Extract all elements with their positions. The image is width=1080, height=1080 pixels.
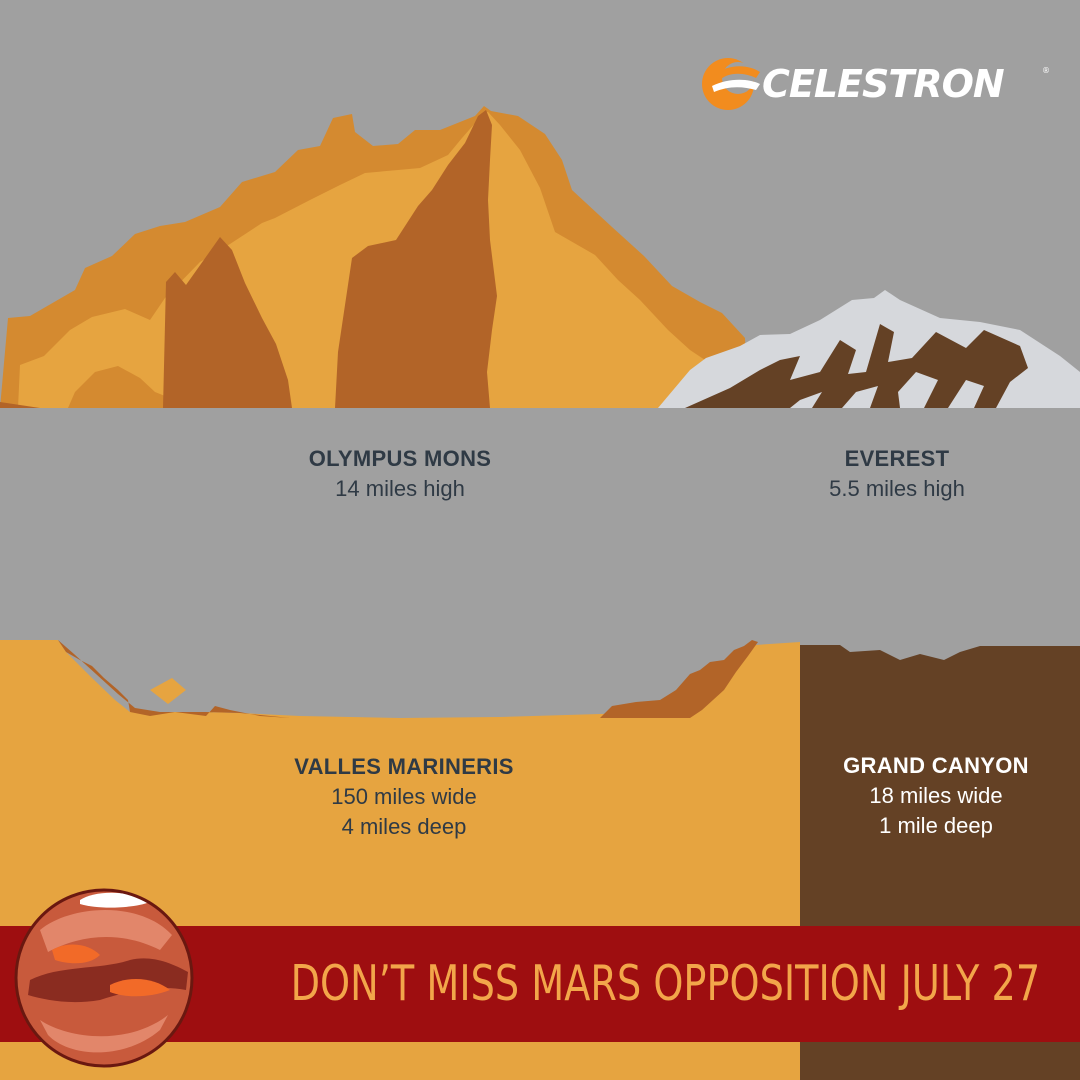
grand-canyon-title: GRAND CANYON — [843, 753, 1029, 778]
grand-canyon-depth: 1 mile deep — [879, 813, 993, 838]
celestron-logo[interactable]: CELESTRON ® — [700, 56, 1050, 112]
everest-label: EVEREST 5.5 miles high — [757, 444, 1037, 504]
valles-marineris-title: VALLES MARINERIS — [294, 754, 514, 779]
mars-planet-icon — [14, 888, 194, 1068]
brand-name: CELESTRON — [762, 62, 1005, 106]
olympus-mons-detail: 14 miles high — [335, 476, 465, 501]
everest-detail: 5.5 miles high — [829, 476, 965, 501]
valles-marineris-depth: 4 miles deep — [341, 814, 467, 839]
trademark-mark: ® — [1042, 66, 1050, 75]
olympus-mons-label: OLYMPUS MONS 14 miles high — [240, 444, 560, 504]
olympus-mons-title: OLYMPUS MONS — [308, 446, 492, 471]
everest-mountain — [658, 290, 1080, 408]
grand-canyon-width: 18 miles wide — [869, 783, 1003, 808]
valles-marineris-width: 150 miles wide — [331, 784, 477, 809]
banner-headline: DON’T MISS MARS OPPOSITION JULY 27 — [290, 955, 1041, 1012]
olympus-mons-mountain — [0, 106, 748, 408]
valles-marineris-label: VALLES MARINERIS 150 miles wide 4 miles … — [234, 752, 574, 842]
grand-canyon-label: GRAND CANYON 18 miles wide 1 mile deep — [800, 751, 1072, 841]
everest-title: EVEREST — [844, 446, 950, 471]
celestron-swoosh-icon — [702, 58, 760, 110]
